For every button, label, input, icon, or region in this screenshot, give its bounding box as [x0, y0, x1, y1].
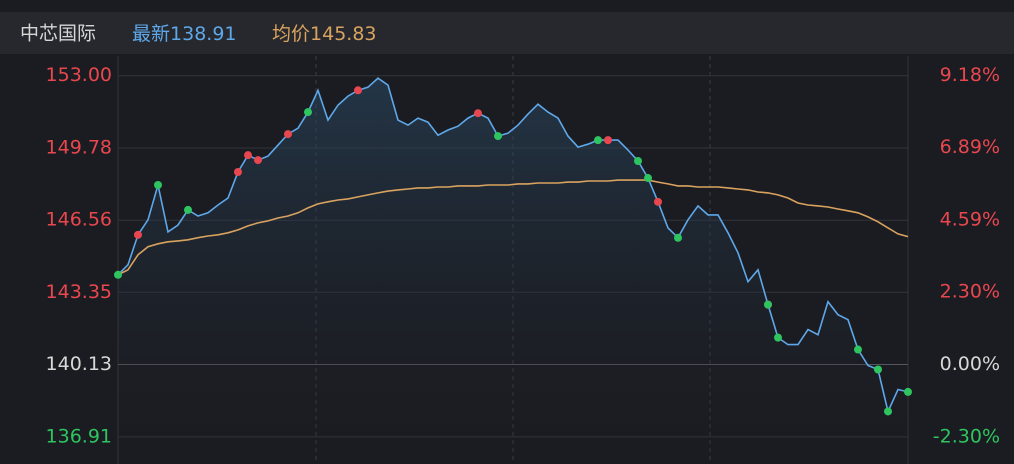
signal-dot [154, 181, 162, 190]
signal-dot [184, 205, 192, 214]
signal-dot [904, 387, 912, 396]
latest-value: 138.91 [170, 23, 236, 45]
y2-tick-label: 0.00% [940, 353, 1000, 375]
signal-dot [594, 136, 602, 145]
y-tick-label: 143.35 [46, 281, 112, 303]
signal-dot [114, 270, 122, 279]
y-tick-label: 146.56 [46, 209, 112, 231]
signal-dot [674, 233, 682, 242]
signal-dot [234, 167, 242, 176]
y2-tick-label: 9.18% [940, 64, 1000, 86]
signal-dot [764, 300, 772, 309]
signal-dot [884, 407, 892, 416]
signal-dot [604, 136, 612, 145]
signal-dot [244, 151, 252, 160]
avg-value: 145.83 [310, 23, 376, 45]
y2-tick-label: 4.59% [940, 209, 1000, 231]
signal-dot [854, 345, 862, 354]
signal-dot [474, 109, 482, 118]
header-bar [0, 12, 1014, 54]
y2-tick-label: 2.30% [940, 281, 1000, 303]
signal-dot [254, 156, 262, 165]
signal-dot [354, 86, 362, 95]
stock-name: 中芯国际 [20, 23, 96, 45]
signal-dot [644, 174, 652, 183]
signal-dot [874, 365, 882, 374]
y-tick-label: 140.13 [46, 353, 112, 375]
price-area [118, 78, 908, 455]
signal-dot [634, 156, 642, 165]
signal-dot [774, 333, 782, 342]
signal-dot [134, 230, 142, 239]
y2-tick-label: -2.30% [933, 425, 1000, 447]
latest-price: 最新138.91 [132, 23, 237, 45]
y-tick-label: 153.00 [46, 64, 112, 86]
avg-price: 均价145.83 [272, 23, 377, 45]
avg-line [117, 179, 909, 276]
y2-tick-label: 6.89% [940, 136, 1000, 158]
latest-label: 最新 [132, 23, 170, 45]
y-tick-label: 136.91 [46, 425, 112, 447]
signal-dot [284, 130, 292, 139]
signal-dot [654, 197, 662, 206]
y-tick-label: 149.78 [46, 136, 112, 158]
signal-dot [494, 132, 502, 141]
avg-label: 均价 [272, 23, 310, 45]
signal-dot [304, 108, 312, 117]
